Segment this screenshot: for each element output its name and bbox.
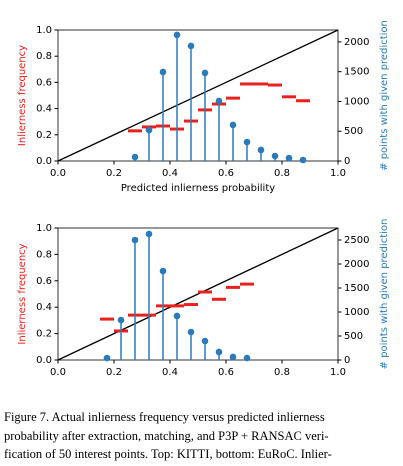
stem-marker xyxy=(201,337,209,345)
y2-tick-label: 0 xyxy=(344,156,350,167)
y2-tick-label: 2000 xyxy=(344,37,369,48)
x-tick-label: 0.2 xyxy=(106,168,122,179)
y-tick-label: 0.4 xyxy=(36,104,52,115)
stem-marker xyxy=(215,348,223,356)
y-tick-label: 0.0 xyxy=(36,355,52,366)
y2-tick-label: 500 xyxy=(344,126,363,137)
y-axis-label: Inlierness frequency xyxy=(17,243,28,344)
stem-marker xyxy=(271,152,279,160)
stem-marker xyxy=(173,312,181,320)
y2-tick-label: 1500 xyxy=(344,67,369,78)
x-tick-label: 0.6 xyxy=(218,168,234,179)
stem-marker xyxy=(159,68,167,76)
stem-marker xyxy=(215,97,223,105)
y-tick-label: 0.6 xyxy=(36,276,52,287)
y-tick-label: 1.0 xyxy=(36,25,52,36)
stem-marker xyxy=(145,230,153,238)
caption-line: Figure 7. Actual inlierness frequency ve… xyxy=(4,410,325,424)
stem-marker xyxy=(229,121,237,129)
stem-marker xyxy=(159,267,167,275)
stem-marker xyxy=(243,138,251,146)
x-tick-label: 0.2 xyxy=(106,367,122,378)
stem-marker xyxy=(201,69,209,77)
y2-tick-label: 1000 xyxy=(344,307,369,318)
y2-tick-label: 1500 xyxy=(344,283,369,294)
stem-marker xyxy=(131,153,139,161)
stem-marker xyxy=(257,146,265,154)
y2-tick-label: 500 xyxy=(344,331,363,342)
stem-marker xyxy=(187,328,195,336)
x-tick-label: 0.8 xyxy=(274,367,290,378)
stem-marker xyxy=(103,354,111,362)
stem-marker xyxy=(285,154,293,162)
y2-axis-label: # points with given prediction xyxy=(379,219,390,370)
caption-line: probability after extraction, matching, … xyxy=(4,429,329,443)
y-tick-label: 1.0 xyxy=(36,223,52,234)
y-tick-label: 0.2 xyxy=(36,130,52,141)
y2-axis-label: # points with given prediction xyxy=(379,20,390,171)
stem-marker xyxy=(229,353,237,361)
y-tick-label: 0.2 xyxy=(36,329,52,340)
stem-marker xyxy=(117,316,125,324)
y2-tick-label: 1000 xyxy=(344,96,369,107)
y2-tick-label: 0 xyxy=(344,355,350,366)
x-tick-label: 0.0 xyxy=(50,367,66,378)
diagonal xyxy=(57,227,339,361)
stem-marker xyxy=(243,354,251,362)
x-tick-label: 1.0 xyxy=(330,168,346,179)
plot-frame xyxy=(57,227,339,361)
y-tick-label: 0.4 xyxy=(36,302,52,313)
x-tick-label: 0.0 xyxy=(50,168,66,179)
y-axis-label: Inlierness frequency xyxy=(17,45,28,146)
x-tick-label: 0.4 xyxy=(162,168,178,179)
y-tick-label: 0.0 xyxy=(36,156,52,167)
stem-marker xyxy=(299,156,307,164)
stem-marker xyxy=(173,31,181,39)
y2-tick-label: 2500 xyxy=(344,235,369,246)
y-tick-label: 0.6 xyxy=(36,77,52,88)
y-tick-label: 0.8 xyxy=(36,249,52,260)
x-tick-label: 1.0 xyxy=(330,367,346,378)
stem-marker xyxy=(145,126,153,134)
plot-frame xyxy=(57,29,339,162)
x-tick-label: 0.8 xyxy=(274,168,290,179)
stem-marker xyxy=(187,42,195,50)
y-tick-label: 0.8 xyxy=(36,51,52,62)
x-tick-label: 0.6 xyxy=(218,367,234,378)
caption-line: fication of 50 interest points. Top: KIT… xyxy=(4,447,332,461)
diagonal xyxy=(57,29,339,162)
x-tick-label: 0.4 xyxy=(162,367,178,378)
y2-tick-label: 2000 xyxy=(344,259,369,270)
x-axis-label: Predicted inlierness probability xyxy=(121,183,275,194)
stem-marker xyxy=(131,236,139,244)
